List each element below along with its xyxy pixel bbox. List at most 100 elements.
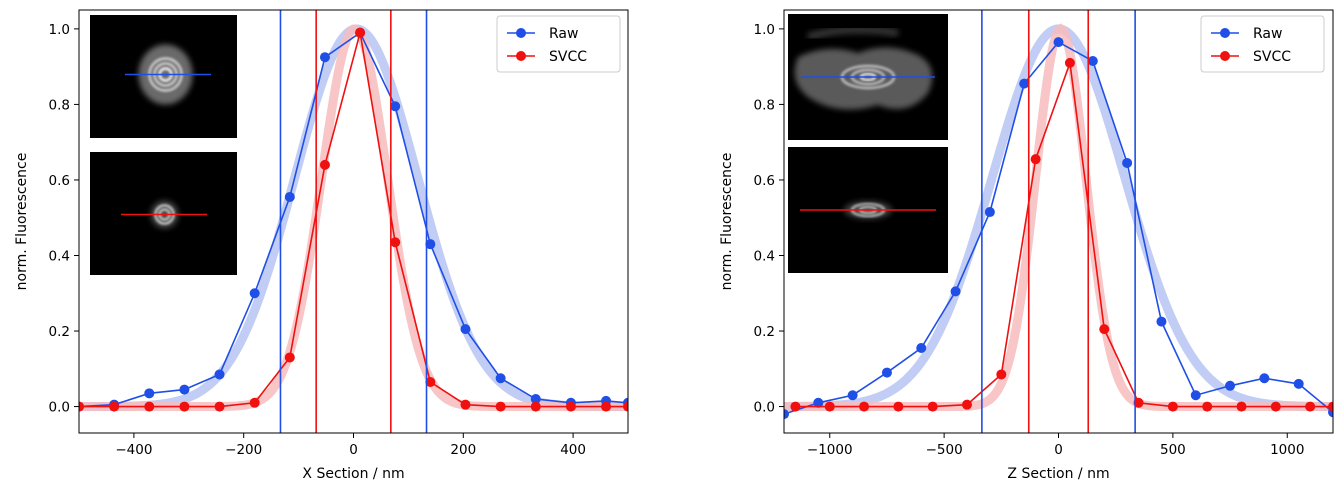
data-point-raw — [1019, 78, 1030, 89]
data-point-raw — [916, 343, 927, 354]
data-point-svcc — [1236, 401, 1247, 412]
y-tick-label: 0.2 — [754, 324, 775, 340]
data-point-svcc — [390, 237, 401, 248]
data-point-raw — [530, 394, 541, 405]
x-axis-label: Z Section / nm — [1007, 466, 1109, 482]
data-point-svcc — [495, 401, 506, 412]
data-point-svcc — [144, 401, 155, 412]
x-tick-label: −500 — [926, 442, 963, 458]
data-point-svcc — [859, 401, 870, 412]
x-tick-label: 200 — [450, 442, 476, 458]
data-point-svcc — [460, 399, 471, 410]
y-axis-label: norm. Fluorescence — [719, 153, 735, 291]
x-tick-label: −1000 — [807, 442, 853, 458]
inset-image-1 — [788, 14, 948, 140]
y-tick-label: 1.0 — [49, 22, 70, 38]
data-point-raw — [214, 369, 225, 380]
legend-marker — [1220, 51, 1230, 61]
data-point-raw — [1053, 37, 1064, 48]
plot-area — [79, 10, 628, 433]
data-point-svcc — [1167, 401, 1178, 412]
data-point-svcc — [790, 401, 801, 412]
data-point-raw — [1293, 378, 1304, 389]
data-point-raw — [460, 324, 471, 335]
y-tick-label: 1.0 — [754, 22, 775, 38]
data-point-svcc — [530, 401, 541, 412]
x-tick-label: 400 — [560, 442, 586, 458]
data-point-svcc — [1328, 401, 1333, 412]
y-tick-label: 0.0 — [49, 400, 70, 416]
data-point-svcc — [893, 401, 904, 412]
x-axis-label: X Section / nm — [302, 466, 404, 482]
data-point-raw — [984, 207, 995, 218]
legend: Raw SVCC — [496, 15, 621, 73]
data-point-raw — [390, 101, 401, 112]
data-point-raw — [1225, 380, 1236, 391]
data-point-svcc — [1305, 401, 1316, 412]
y-tick-label: 0.8 — [49, 97, 70, 113]
data-point-svcc — [1030, 154, 1041, 165]
data-point-raw — [847, 390, 858, 401]
data-point-svcc — [1270, 401, 1281, 412]
data-point-svcc — [996, 369, 1007, 380]
chart-2: −1000 −500 0 500 1000 0.0 0.2 0.4 0.6 0.8 1.0 Z Sec… — [719, 9, 1334, 482]
legend-label: SVCC — [549, 49, 587, 65]
y-tick-label: 0.4 — [49, 248, 70, 264]
data-point-raw — [1087, 55, 1098, 66]
data-point-raw — [1156, 316, 1167, 327]
data-point-raw — [319, 52, 330, 63]
data-point-raw — [179, 384, 190, 395]
inset-image-2 — [90, 152, 237, 275]
data-point-svcc — [927, 401, 938, 412]
y-tick-label: 0.6 — [49, 173, 70, 189]
data-point-svcc — [1133, 397, 1144, 408]
data-point-svcc — [249, 397, 260, 408]
chart-1: −400 −200 0 200 400 0.0 0.2 0.4 0.6 0.8 1.0 X Secti… — [14, 9, 629, 482]
data-point-svcc — [1202, 401, 1213, 412]
legend-marker — [1220, 28, 1230, 38]
data-point-svcc — [962, 399, 972, 410]
data-point-raw — [144, 388, 155, 399]
data-point-svcc — [565, 401, 576, 412]
data-point-svcc — [179, 401, 190, 412]
data-point-svcc — [319, 159, 330, 170]
legend-label: Raw — [1253, 26, 1282, 42]
data-point-svcc — [284, 352, 295, 363]
data-point-svcc — [79, 401, 84, 412]
data-point-raw — [1259, 373, 1270, 384]
x-tick-label: 0 — [349, 442, 358, 458]
data-point-svcc — [355, 27, 366, 38]
data-point-raw — [249, 288, 260, 299]
data-point-svcc — [623, 401, 628, 412]
y-axis-label: norm. Fluorescence — [14, 153, 30, 291]
inset-image-1 — [90, 15, 237, 138]
data-point-raw — [284, 191, 295, 202]
legend: Raw SVCC — [1200, 15, 1325, 73]
data-point-raw — [784, 409, 789, 420]
y-tick-label: 0.6 — [754, 173, 775, 189]
legend-box — [1200, 15, 1325, 73]
data-point-raw — [1190, 390, 1201, 401]
legend-label: Raw — [549, 26, 578, 42]
y-tick-label: 0.4 — [754, 248, 775, 264]
x-tick-label: 500 — [1160, 442, 1186, 458]
data-point-svcc — [425, 377, 436, 388]
legend-label: SVCC — [1253, 49, 1291, 65]
inset-image-2 — [788, 147, 948, 273]
x-tick-label: −400 — [115, 442, 152, 458]
y-tick-label: 0.2 — [49, 324, 70, 340]
data-point-svcc — [1099, 324, 1110, 335]
x-tick-label: 1000 — [1270, 442, 1304, 458]
y-tick-label: 0.0 — [754, 400, 775, 416]
legend-box — [496, 15, 621, 73]
data-point-svcc — [109, 401, 120, 412]
plot-area — [784, 10, 1333, 433]
data-point-raw — [425, 239, 436, 250]
x-tick-label: 0 — [1054, 442, 1063, 458]
legend-marker — [516, 51, 526, 61]
legend-marker — [516, 28, 526, 38]
data-point-raw — [1122, 157, 1133, 168]
data-point-svcc — [214, 401, 225, 412]
data-point-raw — [813, 397, 824, 408]
